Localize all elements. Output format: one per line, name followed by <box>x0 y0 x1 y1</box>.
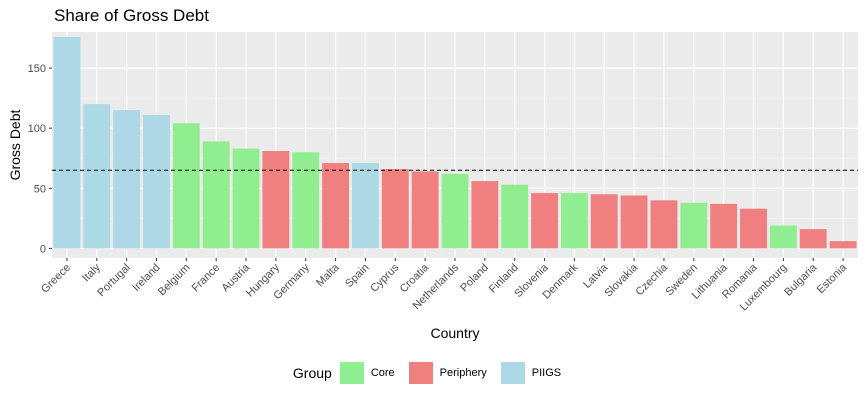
bar-latvia <box>590 194 618 249</box>
chart-title: Share of Gross Debt <box>54 6 209 25</box>
bar-france <box>202 141 230 249</box>
bar-lithuania <box>710 203 738 249</box>
legend: Group Core Periphery PIIGS <box>0 362 868 384</box>
bar-croatia <box>411 171 439 249</box>
legend-title: Group <box>292 365 332 381</box>
y-tick-label: 0 <box>40 243 46 255</box>
x-axis-ticks: Greece ItalyPortugalIrelandBelgiumFranceA… <box>39 258 850 313</box>
bar-greece <box>53 36 81 249</box>
bar-germany <box>292 152 320 249</box>
y-axis-title: Gross Debt <box>7 109 23 180</box>
y-tick-label: 50 <box>34 183 46 195</box>
bar-spain <box>352 163 379 249</box>
x-tick-label: Estonia <box>815 261 850 296</box>
y-tick-label: 150 <box>28 63 46 75</box>
x-axis-title: Country <box>430 325 479 341</box>
bar-italy <box>83 104 111 249</box>
bar-bulgaria <box>799 229 827 249</box>
bar-hungary <box>262 151 290 249</box>
x-tick-label: Cyprus <box>368 261 401 294</box>
bar-romania <box>740 208 767 249</box>
legend-item-core: Core <box>339 362 395 384</box>
legend-key-core <box>339 362 364 384</box>
bar-denmark <box>560 193 588 249</box>
legend-item-piigs: PIIGS <box>500 362 562 384</box>
bar-slovakia <box>620 195 648 249</box>
legend-key-periphery <box>408 362 433 384</box>
x-tick-label: Greece <box>39 262 73 296</box>
x-tick-label: Malta <box>314 261 342 289</box>
bar-luxembourg <box>769 225 797 249</box>
x-tick-label: Bulgaria <box>782 261 820 299</box>
bar-belgium <box>172 123 200 249</box>
bar-cyprus <box>381 169 409 249</box>
bar-czechia <box>650 200 678 249</box>
legend-item-periphery: Periphery <box>408 362 487 384</box>
x-tick-label: Spain <box>343 262 371 290</box>
legend-label-periphery: Periphery <box>439 367 487 379</box>
x-tick-label: Poland <box>458 262 491 295</box>
bar-slovenia <box>531 193 558 249</box>
x-tick-label: Portugal <box>95 262 132 299</box>
legend-label-core: Core <box>370 367 395 379</box>
bar-malta <box>322 163 350 249</box>
legend-key-piigs <box>500 362 525 384</box>
x-tick-label: Belgium <box>156 262 193 299</box>
bars <box>53 36 857 249</box>
x-tick-label: Slovakia <box>602 261 641 300</box>
bar-netherlands <box>441 173 469 249</box>
bar-finland <box>501 184 529 249</box>
x-tick-label: Italy <box>80 261 103 284</box>
bar-austria <box>232 148 260 249</box>
legend-label-piigs: PIIGS <box>531 367 562 379</box>
bar-sweden <box>680 202 708 249</box>
bar-ireland <box>143 114 170 249</box>
bar-poland <box>471 181 499 249</box>
bar-portugal <box>113 110 141 249</box>
bar-estonia <box>829 241 857 249</box>
x-tick-label: France <box>190 262 223 295</box>
y-tick-label: 100 <box>28 123 46 135</box>
y-axis-ticks: 0 50 100 150 <box>28 63 52 255</box>
